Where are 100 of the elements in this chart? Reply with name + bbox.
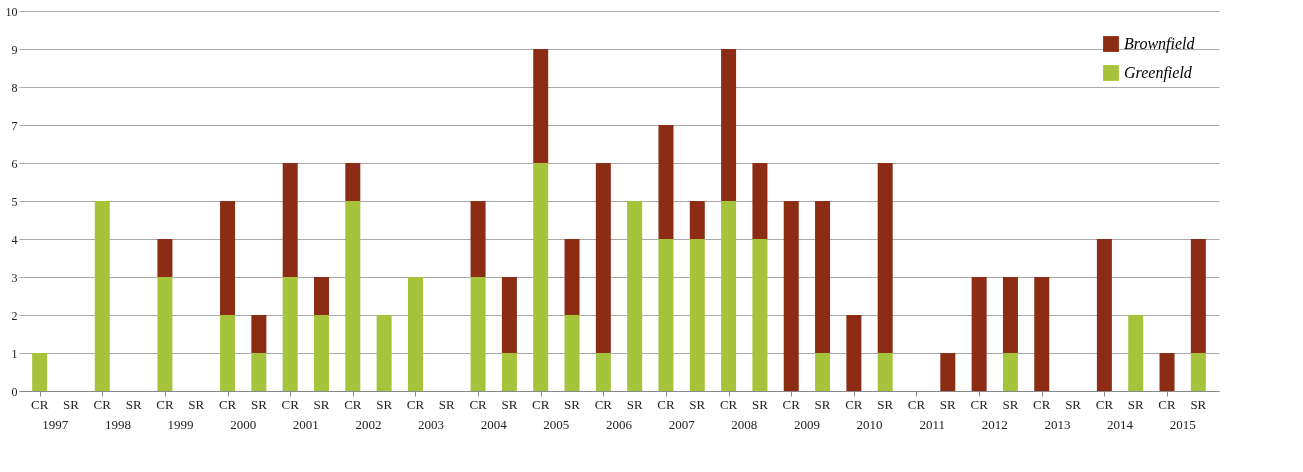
x-tick-label: SR <box>1002 397 1019 412</box>
bar <box>251 353 267 391</box>
x-tick-label: CR <box>218 397 237 412</box>
y-tick-label: 10 <box>5 4 18 19</box>
bar <box>32 353 48 391</box>
bar <box>971 277 987 391</box>
x-tick-label: CR <box>532 397 550 412</box>
x-tick-label: SR <box>1127 397 1144 412</box>
bar <box>345 163 361 201</box>
bar <box>157 277 173 391</box>
text: 2015 <box>1169 417 1196 432</box>
x-tick-label: CR <box>719 397 738 412</box>
bar <box>721 201 737 391</box>
y-tick-label: 2 <box>11 308 18 323</box>
x-tick-label: CR <box>156 397 174 412</box>
bar <box>251 315 267 353</box>
x-tick-label: SR <box>501 397 518 412</box>
legend-label: Greenfield <box>1124 64 1193 82</box>
y-tick-label: 7 <box>11 118 18 133</box>
bar <box>470 277 486 391</box>
bar <box>1002 353 1018 391</box>
x-tick-label: CR <box>1095 397 1114 412</box>
bar <box>1159 353 1175 391</box>
bar <box>1034 277 1050 391</box>
y-tick-label: 6 <box>11 156 18 171</box>
text: 2009 <box>793 417 820 432</box>
x-tick-label: CR <box>344 397 362 412</box>
text: 2003 <box>418 417 445 432</box>
text: 2007 <box>668 417 696 432</box>
bar <box>282 163 298 277</box>
bar <box>595 163 611 353</box>
bar <box>1128 315 1144 391</box>
bar <box>1190 239 1206 353</box>
x-tick-label: SR <box>313 397 330 412</box>
y-tick-label: 4 <box>11 232 18 247</box>
bar <box>345 201 361 391</box>
bar <box>564 315 580 391</box>
bar <box>314 277 329 315</box>
bar <box>220 201 236 315</box>
bar <box>940 353 956 391</box>
text: 1999 <box>167 417 194 432</box>
bar <box>721 49 737 201</box>
x-tick-label: CR <box>845 397 863 412</box>
bar <box>1190 353 1206 391</box>
bar <box>1002 277 1018 353</box>
bar <box>407 277 423 391</box>
x-tick-label: CR <box>594 397 613 412</box>
x-tick-label: CR <box>281 397 300 412</box>
text: 2006 <box>606 417 633 432</box>
x-tick-label: SR <box>438 397 456 412</box>
bar <box>752 163 768 239</box>
bar <box>501 277 517 353</box>
text: 2011 <box>919 417 945 432</box>
bar <box>815 353 831 391</box>
bar <box>1096 239 1112 391</box>
x-tick-label: CR <box>970 397 989 412</box>
bar <box>470 201 486 277</box>
legend-label: Brownfield <box>1124 35 1196 53</box>
x-tick-label: SR <box>626 397 643 412</box>
x-tick-label: CR <box>907 397 926 412</box>
bar <box>877 163 893 353</box>
bar <box>815 201 831 353</box>
bar <box>689 239 705 391</box>
text: 2014 <box>1107 417 1134 432</box>
bar <box>533 163 549 391</box>
y-tick-label: 8 <box>11 80 18 95</box>
bar <box>376 315 392 391</box>
x-tick-label: SR <box>751 397 769 412</box>
x-tick-label: SR <box>1190 397 1207 412</box>
text: 2013 <box>1044 417 1071 432</box>
text: 2004 <box>480 417 508 432</box>
x-tick-label: SR <box>1065 397 1082 412</box>
bar <box>752 239 768 391</box>
text: 2008 <box>731 417 758 432</box>
y-tick-label: 9 <box>11 42 18 57</box>
text: 2001 <box>292 417 319 432</box>
x-tick-label: SR <box>63 397 80 412</box>
text: 2010 <box>856 417 883 432</box>
text: 2002 <box>355 417 382 432</box>
bar <box>314 315 329 391</box>
x-tick-label: CR <box>406 397 425 412</box>
bar <box>220 315 236 391</box>
x-tick-label: SR <box>188 397 205 412</box>
text: 2000 <box>230 417 257 432</box>
bar <box>501 353 517 391</box>
bar <box>877 353 893 391</box>
bar <box>595 353 611 391</box>
bar <box>157 239 173 277</box>
x-tick-label: SR <box>877 397 894 412</box>
bar <box>658 239 674 391</box>
bar <box>564 239 580 315</box>
bar <box>783 201 799 391</box>
x-tick-label: CR <box>93 397 112 412</box>
x-tick-label: SR <box>939 397 957 412</box>
bar <box>689 201 705 239</box>
x-tick-label: SR <box>376 397 393 412</box>
x-tick-label: CR <box>782 397 801 412</box>
x-tick-label: CR <box>657 397 675 412</box>
text: 2012 <box>981 417 1008 432</box>
y-tick-label: 1 <box>11 346 18 361</box>
